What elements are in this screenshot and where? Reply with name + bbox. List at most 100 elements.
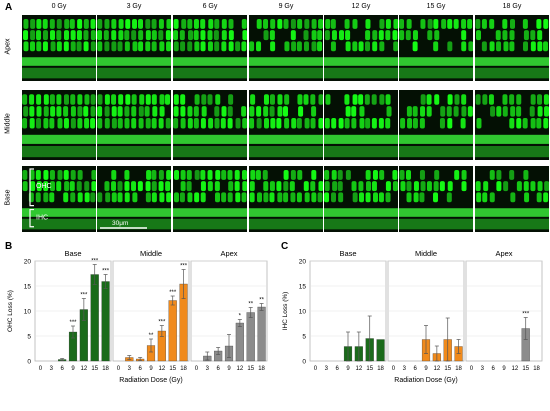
x-tick-label: 0 <box>470 366 474 372</box>
x-tick-label: 0 <box>392 366 396 372</box>
facet-title: Base <box>339 249 356 258</box>
region-row-label: Base <box>4 189 12 206</box>
y-tick-label: 15 <box>24 284 32 291</box>
x-axis-label: Radiation Dose (Gy) <box>394 377 457 384</box>
significance-marker: *** <box>522 312 530 318</box>
x-tick-label: 6 <box>216 366 220 372</box>
facet-title: Middle <box>415 249 437 258</box>
micrograph-apex-6 <box>475 15 549 81</box>
significance-marker: *** <box>69 320 77 326</box>
x-tick-label: 18 <box>377 366 384 372</box>
y-tick-label: 0 <box>302 359 306 366</box>
x-tick-label: 9 <box>346 366 350 372</box>
x-tick-label: 12 <box>512 366 519 372</box>
x-tick-label: 18 <box>102 366 109 372</box>
micrograph-middle-1 <box>97 90 171 160</box>
micrograph-middle-4 <box>324 90 398 160</box>
panel-c-letter: C <box>281 241 289 252</box>
ihc-bracket <box>29 208 34 228</box>
x-tick-label: 12 <box>81 366 88 372</box>
x-tick-label: 12 <box>237 366 244 372</box>
facet-title: Base <box>64 249 81 258</box>
ihc-label: IHC <box>36 214 48 221</box>
x-tick-label: 18 <box>533 366 540 372</box>
x-tick-label: 3 <box>50 366 54 372</box>
micrograph-apex-3 <box>249 15 323 81</box>
micrograph-apex-2 <box>173 15 247 81</box>
x-tick-label: 9 <box>502 366 506 372</box>
micrograph-middle-6 <box>475 90 549 160</box>
region-row-label: Apex <box>4 38 12 55</box>
micrograph-apex-0 <box>22 15 96 81</box>
facet-title: Apex <box>220 249 237 258</box>
micrograph-base-2 <box>173 166 247 232</box>
significance-marker: *** <box>91 259 99 265</box>
x-tick-label: 3 <box>206 366 210 372</box>
dose-column-label: 0 Gy <box>51 3 67 10</box>
x-tick-label: 0 <box>195 366 199 372</box>
micrograph-middle-3 <box>249 90 323 160</box>
x-tick-label: 12 <box>159 366 166 372</box>
y-tick-label: 20 <box>299 259 307 266</box>
micrograph-base-0 <box>22 166 96 232</box>
x-tick-label: 0 <box>314 366 318 372</box>
significance-marker: ** <box>259 298 264 304</box>
bar <box>257 306 266 362</box>
x-tick-label: 6 <box>491 366 495 372</box>
x-tick-label: 0 <box>39 366 43 372</box>
dose-column-label: 6 Gy <box>202 3 218 10</box>
x-tick-label: 6 <box>335 366 339 372</box>
micrograph-base-6 <box>475 166 549 232</box>
bar <box>168 300 177 362</box>
dose-column-label: 18 Gy <box>502 3 522 10</box>
y-tick-label: 5 <box>27 334 31 341</box>
x-tick-label: 15 <box>366 366 373 372</box>
panel-b-letter: B <box>5 241 13 252</box>
dose-column-label: 3 Gy <box>126 3 142 10</box>
x-axis-label: Radiation Dose (Gy) <box>119 377 182 384</box>
y-tick-label: 20 <box>24 259 32 266</box>
dose-column-label: 15 Gy <box>426 3 446 10</box>
bar <box>101 281 110 362</box>
micrograph-middle-5 <box>399 90 473 160</box>
panel-a-letter: A <box>5 2 13 13</box>
y-tick-label: 10 <box>299 309 307 316</box>
y-tick-label: 10 <box>24 309 32 316</box>
x-tick-label: 9 <box>227 366 231 372</box>
x-tick-label: 6 <box>413 366 417 372</box>
x-tick-label: 15 <box>522 366 529 372</box>
micrograph-apex-1 <box>97 15 171 81</box>
facet-title: Apex <box>495 249 512 258</box>
bar <box>90 274 99 362</box>
x-tick-label: 15 <box>169 366 176 372</box>
significance-marker: ** <box>149 333 154 339</box>
x-tick-label: 15 <box>91 366 98 372</box>
y-tick-label: 5 <box>302 334 306 341</box>
micrograph-apex-4 <box>324 15 398 81</box>
x-tick-label: 18 <box>180 366 187 372</box>
significance-marker: *** <box>80 293 88 299</box>
x-tick-label: 15 <box>247 366 254 372</box>
ohc-bracket <box>29 168 34 207</box>
scale-bar-label: 30μm <box>112 220 128 227</box>
x-tick-label: 3 <box>481 366 485 372</box>
micrograph-base-3 <box>249 166 323 232</box>
x-tick-label: 12 <box>356 366 363 372</box>
x-tick-label: 18 <box>258 366 265 372</box>
ohc-label: OHC <box>36 183 52 190</box>
dose-column-label: 12 Gy <box>351 3 371 10</box>
x-tick-label: 3 <box>128 366 132 372</box>
micrograph-base-1 <box>97 166 171 232</box>
x-tick-label: 18 <box>455 366 462 372</box>
region-row-label: Middle <box>4 113 12 134</box>
x-tick-label: 6 <box>138 366 142 372</box>
dose-column-label: 9 Gy <box>278 3 294 10</box>
significance-marker: *** <box>102 269 110 275</box>
bar <box>376 339 385 362</box>
x-tick-label: 0 <box>117 366 121 372</box>
x-tick-label: 3 <box>403 366 407 372</box>
x-tick-label: 9 <box>71 366 75 372</box>
micrograph-middle-0 <box>22 90 96 160</box>
